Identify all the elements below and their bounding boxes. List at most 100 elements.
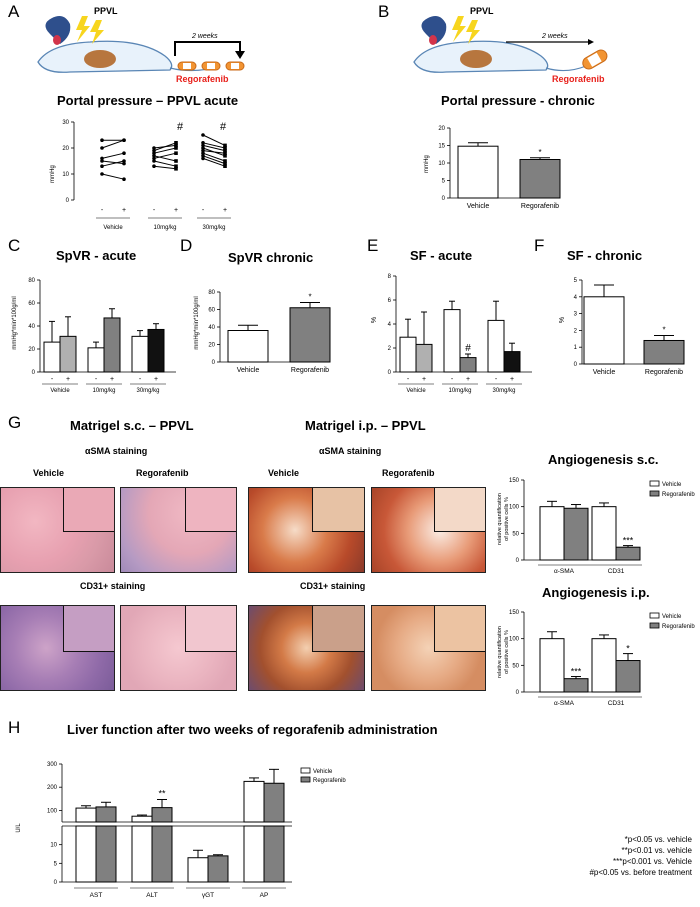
a-point-after-0-3: [122, 161, 126, 166]
rat-liver-b: [460, 50, 492, 68]
a-point-before-0-2: [100, 156, 104, 161]
hash-a-30: #: [220, 121, 227, 133]
a-point-before-1-3: [152, 154, 156, 158]
h-lower-ytick-label-10: 10: [50, 843, 57, 849]
e-mark-0: -: [407, 376, 410, 383]
e-ytick-label-6: 6: [388, 298, 392, 304]
title-angio-ip: Angiogenesis i.p.: [542, 585, 650, 600]
angio-sc-legend-regorafenib: Regorafenib: [662, 492, 695, 498]
f-ytick-label-2: 2: [574, 328, 578, 334]
e-mark-4: -: [495, 376, 498, 383]
a-point-before-2-2: [201, 143, 205, 148]
pill-icon-a3: [225, 61, 245, 71]
g-sc-ytick-label-50: 50: [512, 531, 519, 537]
h-lower-ytick-label-0: 0: [54, 880, 58, 886]
c-mark-3: +: [110, 376, 114, 383]
micrograph-sc-asma-vehicle: [0, 487, 115, 573]
g-sc-bar-0-0: [539, 506, 565, 561]
panel-label-f: F: [534, 236, 545, 255]
a-point-after-0-5: [122, 177, 126, 181]
h-upper-ytick-label-300: 300: [47, 762, 58, 768]
a-point-before-0-5: [100, 172, 104, 176]
a-pair-line-2-6: [202, 155, 226, 165]
hash-a-10: #: [177, 121, 184, 133]
pill-icon-a2: [201, 61, 221, 71]
asma-staining-label-sc: αSMA staining: [85, 446, 148, 456]
a-mark-plus-2: +: [223, 207, 227, 214]
h-group-label-1: ALT: [146, 892, 157, 899]
f-xlabel-1: Regorafenib: [645, 369, 683, 376]
h-bar-upper-1-0: [131, 815, 153, 823]
a-point-after-2-7: [223, 164, 227, 168]
c-group-label-2: 30mg/kg: [136, 388, 159, 394]
h-group-label-0: AST: [90, 892, 103, 899]
d-bar-0: [227, 330, 269, 363]
g-ip-annot-1: *: [626, 644, 630, 654]
a-point-after-1-6: [174, 167, 178, 171]
angio-ip-legend-vehicle: Vehicle: [662, 614, 682, 620]
a-point-after-0-4: [122, 159, 126, 163]
c-bar-1: [59, 335, 77, 373]
a-pair-line-0-4: [101, 160, 125, 167]
a-pair-line-0-1: [101, 139, 125, 149]
a-point-before-1-2: [152, 151, 156, 155]
asma-staining-label-ip: αSMA staining: [319, 446, 382, 456]
f-ytick-label-4: 4: [574, 295, 578, 301]
a-mark-minus-0: -: [101, 207, 104, 214]
e-group-label-0: Vehicle: [406, 388, 426, 394]
a-point-after-1-3: [174, 159, 178, 163]
schematic-b: PPVL 2 weeks Regorafenib: [413, 6, 608, 84]
chart-h: U/L Vehicle Regorafenib 100 200 300 0 5 10 AST…: [16, 762, 346, 899]
rat-spleen-a: [53, 35, 61, 45]
drug-label-b: Regorafenib: [552, 74, 605, 84]
rat-liver-a: [84, 50, 116, 68]
h-lower-ytick-label-5: 5: [54, 861, 58, 867]
a-point-before-1-0: [152, 146, 156, 150]
rat-head-a: [45, 16, 71, 44]
a-pair-line-0-5: [101, 173, 125, 180]
pill-icon-a1: [177, 61, 197, 71]
d-ytick-label-80: 80: [208, 290, 215, 296]
angio-ip-legend-vehicle-swatch: [649, 612, 660, 619]
lightning-icon-1: [76, 16, 90, 42]
f-ytick-label-5: 5: [574, 278, 578, 284]
ylabel-h: U/L: [16, 823, 22, 833]
a-point-before-1-5: [152, 159, 156, 163]
panel-label-d: D: [180, 236, 193, 255]
a-pair-line-0-2: [101, 152, 125, 159]
a-pair-line-2-7: [202, 157, 226, 167]
a-pair-line-2-0: [202, 134, 226, 146]
e-bar-4: [487, 319, 505, 373]
arrowhead-a: [235, 51, 245, 59]
e-bar-2: [443, 309, 461, 373]
vehicle-label-sc: Vehicle: [33, 468, 65, 478]
h-bar-upper-3-1: [263, 782, 285, 823]
lightning-icon-3: [452, 16, 466, 42]
c-bar-2: [87, 347, 105, 373]
angio-ip-ylabel-1: relative quantification: [497, 626, 503, 678]
chart-angio-ip: relative quantification of positive cell…: [497, 610, 695, 707]
d-ytick-label-0: 0: [212, 360, 216, 366]
footnote-1: *p<0.05 vs. vehicle: [624, 835, 692, 844]
a-point-before-1-4: [152, 156, 156, 161]
d-xlabel-1: Regorafenib: [291, 367, 329, 374]
panel-label-g: G: [8, 413, 22, 432]
ylabel-f: %: [559, 317, 566, 323]
panel-label-e: E: [367, 236, 379, 255]
g-ip-bar-1-1: [615, 660, 641, 693]
regorafenib-label-ip: Regorafenib: [382, 468, 435, 478]
h-bar-lower-3-0: [243, 825, 265, 883]
g-ip-ytick-label-150: 150: [509, 610, 520, 616]
model-label-b: PPVL: [470, 6, 494, 16]
g-ip-bar-0-0: [539, 638, 565, 693]
c-bar-4: [131, 335, 149, 373]
arrowhead-b: [588, 39, 594, 45]
a-pair-line-1-6: [153, 165, 177, 170]
rat-head-b: [421, 16, 447, 44]
angio-sc-legend-regorafenib-swatch: [649, 490, 660, 497]
h-bar-upper-0-0: [75, 807, 97, 823]
title-c: SpVR - acute: [56, 248, 137, 263]
group-label-a-vehicle: Vehicle: [103, 225, 123, 231]
pill-icon-b: [582, 49, 608, 70]
h-bar-upper-1-1: [151, 807, 173, 823]
